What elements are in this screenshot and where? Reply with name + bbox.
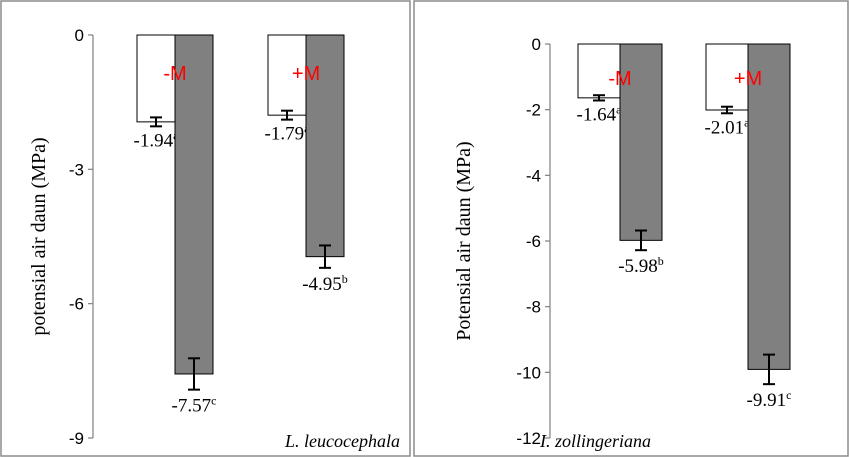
data-label: -1.64a	[577, 102, 623, 125]
group-label: +M	[292, 63, 320, 85]
y-tick-label: 0	[75, 26, 84, 45]
y-tick-label: -9	[69, 429, 84, 448]
bar	[174, 34, 214, 375]
y-tick-label: -6	[69, 295, 84, 314]
chart-panel-leucocephala: 0 -3 -6 -9 potensial air daun (MPa) -1.94a -M -…	[28, 26, 400, 451]
bar	[267, 34, 307, 116]
species-label: L. leucocephala	[284, 431, 400, 451]
species-label: I. zollingeriana	[539, 431, 651, 451]
bar	[305, 34, 345, 258]
chart-panel-zollingeriana: 0 -2 -4 -6 -8 -10 -12 Potensial air daun (MPa) -…	[453, 35, 791, 451]
data-label: -2.01a	[705, 115, 751, 138]
data-label: -4.95b	[302, 272, 348, 295]
y-tick-label: -3	[69, 160, 84, 179]
bar	[619, 43, 663, 241]
data-label: -9.91c	[747, 388, 792, 411]
group-label: -M	[163, 63, 186, 85]
data-label: -5.98b	[618, 254, 664, 277]
y-tick-label: -8	[526, 298, 541, 317]
y-tick-label: -10	[516, 363, 541, 382]
bar	[577, 43, 621, 99]
y-axis-label: Potensial air daun (MPa)	[453, 141, 475, 340]
y-tick-label: -2	[526, 101, 541, 120]
data-label: -1.94a	[134, 128, 180, 151]
y-tick-label: -12	[516, 429, 541, 448]
bar	[705, 43, 749, 111]
y-tick-label: 0	[532, 35, 541, 54]
bar	[136, 34, 176, 123]
y-axis-label: potensial air daun (MPa)	[28, 137, 50, 335]
group-label: +M	[734, 68, 762, 90]
y-tick-label: -6	[526, 232, 541, 251]
group-label: -M	[608, 68, 631, 90]
bar	[747, 43, 791, 370]
data-label: -7.57c	[172, 394, 217, 417]
data-label: -1.79a	[265, 122, 311, 145]
y-tick-label: -4	[526, 166, 541, 185]
